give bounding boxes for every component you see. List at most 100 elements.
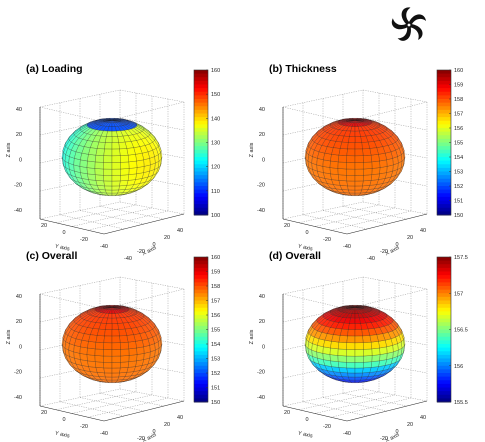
svg-text:-20: -20	[257, 183, 265, 189]
colorbar-tick-label: 159	[211, 270, 220, 276]
svg-text:20: 20	[259, 319, 265, 325]
svg-text:0: 0	[305, 417, 308, 423]
panel-title: (b) Thickness	[269, 63, 337, 75]
svg-text:-40: -40	[14, 395, 22, 401]
colorbar-tick-label: 140	[211, 116, 220, 122]
svg-text:40: 40	[177, 415, 183, 421]
panel-plot-svg: (d) Overall 40 20 0 -20 -40 Z axis 20 0 -20 -40 Y a…	[243, 237, 485, 442]
svg-text:20: 20	[284, 410, 290, 416]
svg-text:-20: -20	[14, 183, 22, 189]
svg-text:20: 20	[164, 422, 170, 428]
colorbar-tick-label: 155	[211, 328, 220, 334]
svg-text:0: 0	[19, 157, 22, 163]
panel-title: (a) Loading	[26, 63, 83, 75]
colorbar: 160 159 158 157 156 155 154 153 152 151 150	[194, 255, 220, 406]
panel-title: (d) Overall	[269, 250, 321, 262]
svg-text:20: 20	[41, 223, 47, 229]
svg-text:20: 20	[259, 132, 265, 138]
colorbar-tick-label: 155.5	[454, 400, 468, 406]
svg-text:20: 20	[16, 319, 22, 325]
colorbar-tick-label: 156.5	[454, 328, 468, 334]
colorbar-tick-label: 150	[211, 400, 220, 406]
svg-text:Y axis: Y axis	[297, 431, 313, 440]
colorbar-tick-label: 155	[454, 141, 463, 147]
svg-text:40: 40	[420, 228, 426, 234]
colorbar-tick-label: 153	[211, 357, 220, 363]
colorbar-tick-label: 154	[211, 342, 220, 348]
svg-text:20: 20	[407, 422, 413, 428]
svg-text:40: 40	[16, 107, 22, 113]
colorbar-tick-label: 157.5	[454, 255, 468, 261]
svg-text:-20: -20	[257, 370, 265, 376]
svg-text:-40: -40	[100, 431, 108, 437]
colorbar-tick-label: 158	[211, 284, 220, 290]
sphere-surface	[305, 305, 405, 383]
colorbar-tick-label: 130	[211, 141, 220, 147]
svg-text:0: 0	[262, 344, 265, 350]
svg-text:20: 20	[41, 410, 47, 416]
svg-text:40: 40	[177, 228, 183, 234]
svg-text:-20: -20	[80, 424, 88, 430]
svg-text:20: 20	[16, 132, 22, 138]
svg-text:40: 40	[420, 415, 426, 421]
pinwheel-logo-icon	[388, 4, 430, 46]
sphere-surface	[62, 305, 162, 383]
colorbar: 157.5 157 156.5 156 155.5	[437, 255, 468, 406]
panel-title: (c) Overall	[26, 250, 77, 262]
svg-text:Y axis: Y axis	[54, 431, 70, 440]
svg-text:0: 0	[305, 230, 308, 236]
colorbar-tick-label: 151	[454, 199, 463, 205]
panel-plot-svg: (c) Overall 40 20 0 -20 -40 Z axis 20 0 -20 -40 Y a…	[0, 237, 242, 442]
svg-text:-40: -40	[257, 208, 265, 214]
colorbar-tick-label: 120	[211, 165, 220, 171]
colorbar-tick-label: 150	[454, 213, 463, 219]
svg-text:0: 0	[19, 344, 22, 350]
colorbar-tick-label: 153	[454, 170, 463, 176]
colorbar-tick-label: 160	[211, 68, 220, 74]
svg-text:40: 40	[259, 107, 265, 113]
svg-text:40: 40	[16, 294, 22, 300]
colorbar-tick-label: 110	[211, 189, 220, 195]
svg-text:-20: -20	[14, 370, 22, 376]
svg-text:X axis: X axis	[142, 432, 158, 442]
colorbar-tick-label: 158	[454, 97, 463, 103]
colorbar: 160 150 140 130 120 110 100	[194, 68, 220, 219]
svg-text:Z axis: Z axis	[6, 329, 12, 344]
svg-text:0: 0	[62, 230, 65, 236]
colorbar-tick-label: 156	[454, 126, 463, 132]
svg-text:Z axis: Z axis	[6, 142, 12, 157]
colorbar-tick-label: 154	[454, 155, 463, 161]
colorbar-tick-label: 157	[211, 299, 220, 305]
svg-text:X axis: X axis	[385, 432, 401, 442]
figure-panel-d: (d) Overall 40 20 0 -20 -40 Z axis 20 0 -20 -40 Y a…	[243, 237, 485, 442]
colorbar-tick-label: 152	[211, 371, 220, 377]
svg-text:20: 20	[284, 223, 290, 229]
colorbar-tick-label: 159	[454, 83, 463, 89]
svg-text:-40: -40	[14, 208, 22, 214]
colorbar-tick-label: 150	[211, 92, 220, 98]
colorbar-tick-label: 100	[211, 213, 220, 219]
colorbar: 160 159 158 157 156 155 154 153 152 151 150	[437, 68, 463, 219]
svg-text:-20: -20	[323, 424, 331, 430]
svg-text:40: 40	[259, 294, 265, 300]
svg-text:0: 0	[262, 157, 265, 163]
colorbar-tick-label: 157	[454, 291, 463, 297]
colorbar-tick-label: 151	[211, 386, 220, 392]
sphere-surface	[62, 118, 162, 196]
colorbar-tick-label: 157	[454, 112, 463, 118]
colorbar-tick-label: 156	[454, 364, 463, 370]
svg-text:-40: -40	[343, 431, 351, 437]
colorbar-tick-label: 160	[454, 68, 463, 74]
colorbar-tick-label: 152	[454, 184, 463, 190]
svg-text:Z axis: Z axis	[249, 142, 255, 157]
colorbar-tick-label: 160	[211, 255, 220, 261]
svg-text:Z axis: Z axis	[249, 329, 255, 344]
svg-text:-40: -40	[257, 395, 265, 401]
svg-text:0: 0	[62, 417, 65, 423]
colorbar-tick-label: 156	[211, 313, 220, 319]
figure-panel-c: (c) Overall 40 20 0 -20 -40 Z axis 20 0 -20 -40 Y a…	[0, 237, 242, 442]
